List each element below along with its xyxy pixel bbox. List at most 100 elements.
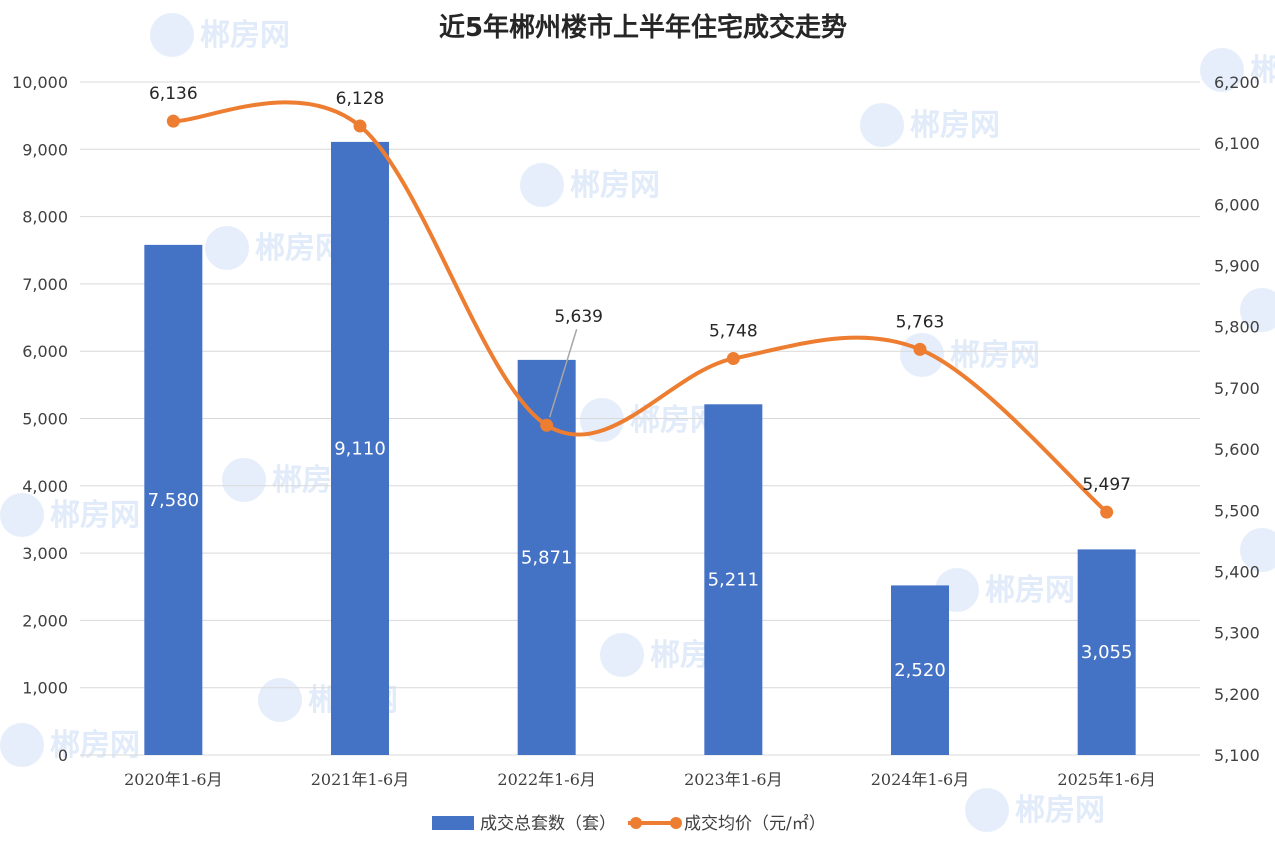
right-tick-label: 6,200 — [1214, 73, 1260, 92]
left-tick-label: 6,000 — [22, 342, 68, 361]
x-tick-label: 2024年1-6月 — [871, 770, 970, 789]
price-point — [166, 114, 180, 128]
x-axis: 2020年1-6月 2021年1-6月 2022年1-6月 2023年1-6月 2024… — [124, 770, 1156, 789]
right-tick-label: 5,500 — [1214, 501, 1260, 520]
watermark-text: 郴房网 — [1250, 53, 1275, 88]
watermark-house-icon — [205, 226, 249, 270]
left-tick-label: 9,000 — [22, 140, 68, 159]
x-tick-label: 2022年1-6月 — [497, 770, 596, 789]
left-axis: 0 1,000 2,000 3,000 4,000 5,000 6,000 7,000 8,00… — [12, 73, 68, 765]
chart-title: 近5年郴州楼市上半年住宅成交走势 — [439, 12, 847, 43]
right-tick-label: 5,100 — [1214, 746, 1260, 765]
price-point — [1100, 505, 1114, 519]
watermark-house-icon — [860, 103, 904, 147]
right-tick-label: 6,100 — [1214, 134, 1260, 153]
bar — [704, 404, 763, 755]
bar — [144, 244, 203, 755]
legend-line-marker-right — [670, 817, 682, 829]
bar-value-label: 7,580 — [148, 490, 200, 511]
bar — [1077, 549, 1136, 755]
label-leader-line — [548, 329, 578, 418]
watermark-logo: 郴房网 — [1240, 528, 1275, 572]
bar-value-label: 2,520 — [894, 660, 946, 681]
watermark-house-icon — [222, 458, 266, 502]
x-tick-label: 2020年1-6月 — [124, 770, 223, 789]
watermark-logo: 郴房网 — [860, 103, 1000, 147]
watermark-house-icon — [965, 788, 1009, 832]
price-value-label: 5,639 — [554, 307, 603, 327]
watermark-house-icon — [520, 163, 564, 207]
legend-line-marker-left — [630, 817, 642, 829]
right-tick-label: 6,000 — [1214, 195, 1260, 214]
watermark-logo: 郴房网 — [1240, 288, 1275, 332]
left-tick-label: 7,000 — [22, 275, 68, 294]
watermark-logo: 郴房网 — [0, 723, 140, 767]
right-tick-label: 5,400 — [1214, 562, 1260, 581]
left-tick-label: 1,000 — [22, 679, 68, 698]
price-point — [540, 418, 554, 432]
watermark-house-icon — [150, 13, 194, 57]
legend: 成交总套数（套） 成交均价（元/㎡） — [432, 814, 826, 834]
left-tick-label: 8,000 — [22, 208, 68, 227]
watermark-logo: 郴房网 — [205, 226, 345, 270]
bar-labels: 7,580 9,110 5,871 5,211 2,520 3,055 — [148, 438, 1133, 681]
price-value-label: 5,763 — [896, 312, 945, 332]
left-tick-label: 10,000 — [12, 73, 68, 92]
watermark-logo: 郴房网 — [965, 788, 1105, 832]
price-value-label: 6,136 — [149, 84, 198, 104]
price-value-label: 5,748 — [709, 322, 758, 342]
bar-value-label: 5,211 — [708, 570, 760, 591]
watermark-logo: 郴房网 — [520, 163, 660, 207]
watermark-house-icon — [580, 398, 624, 442]
left-tick-label: 0 — [58, 746, 68, 765]
right-tick-label: 5,300 — [1214, 624, 1260, 643]
bar-value-label: 3,055 — [1081, 642, 1133, 663]
right-tick-label: 5,600 — [1214, 440, 1260, 459]
x-tick-label: 2021年1-6月 — [311, 770, 410, 789]
watermark-text: 郴房网 — [985, 573, 1075, 608]
watermark-text: 郴房网 — [255, 231, 345, 266]
x-tick-label: 2025年1-6月 — [1057, 770, 1156, 789]
watermark-logo: 郴房网 — [1200, 48, 1275, 92]
watermark-text: 郴房网 — [570, 168, 660, 203]
watermark-house-icon — [0, 493, 44, 537]
watermark-house-icon — [1240, 528, 1275, 572]
line-series: 6,136 6,128 5,639 5,748 5,763 5,497 — [149, 84, 1131, 519]
bar — [891, 585, 949, 755]
price-point — [913, 342, 927, 356]
bar-value-label: 9,110 — [334, 438, 386, 459]
watermark-house-icon — [600, 633, 644, 677]
legend-bar-label: 成交总套数（套） — [480, 814, 616, 834]
price-point — [726, 352, 740, 366]
price-point — [353, 119, 367, 133]
bar-value-label: 5,871 — [521, 547, 573, 568]
price-value-label: 6,128 — [336, 89, 385, 109]
watermark-logo: 郴房网 — [935, 568, 1075, 612]
bar — [331, 141, 389, 756]
price-value-label: 5,497 — [1082, 475, 1131, 495]
watermark-house-icon — [258, 678, 302, 722]
watermark-text: 郴房网 — [910, 108, 1000, 143]
right-axis: 5,100 5,200 5,300 5,400 5,500 5,600 5,700 5,800… — [1214, 73, 1260, 765]
watermark-house-icon — [1200, 48, 1244, 92]
left-tick-label: 2,000 — [22, 611, 68, 630]
watermark-logo: 郴房网 — [150, 13, 290, 57]
watermark-text: 郴房网 — [50, 728, 140, 763]
watermark-text: 郴房网 — [1015, 793, 1105, 828]
right-tick-label: 5,700 — [1214, 379, 1260, 398]
right-tick-label: 5,200 — [1214, 685, 1260, 704]
left-tick-label: 4,000 — [22, 477, 68, 496]
bar-series — [144, 141, 1136, 756]
watermark-house-icon — [1240, 288, 1275, 332]
legend-bar-swatch — [432, 816, 474, 830]
price-line — [171, 100, 1109, 515]
legend-line-label: 成交均价（元/㎡） — [684, 814, 826, 834]
left-tick-label: 3,000 — [22, 544, 68, 563]
watermark-logo: 郴房网 — [0, 493, 140, 537]
watermark-text: 郴房网 — [200, 18, 290, 53]
watermark-text: 郴房网 — [950, 338, 1040, 373]
right-tick-label: 5,900 — [1214, 257, 1260, 276]
x-tick-label: 2023年1-6月 — [684, 770, 783, 789]
